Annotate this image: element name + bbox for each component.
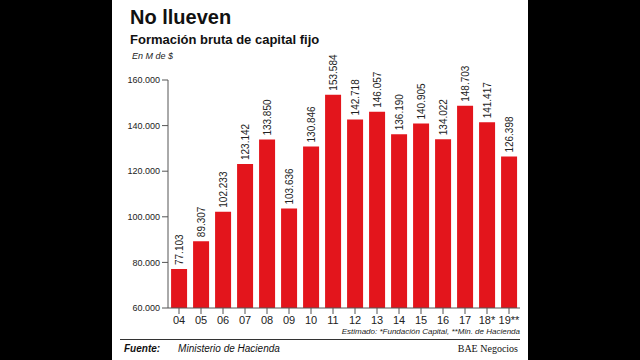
svg-text:14: 14 <box>393 314 405 326</box>
svg-text:153.584: 153.584 <box>328 54 339 91</box>
svg-text:140.000: 140.000 <box>127 121 160 131</box>
svg-text:07: 07 <box>239 314 251 326</box>
svg-text:141.417: 141.417 <box>482 82 493 119</box>
html-text:Formación bruta de capital fij: Formación bruta de capital fijo <box>130 32 320 47</box>
svg-text:142.718: 142.718 <box>350 79 361 116</box>
svg-text:148.703: 148.703 <box>460 65 471 102</box>
svg-text:102.233: 102.233 <box>218 171 229 208</box>
svg-text:13: 13 <box>371 314 383 326</box>
html-text:En M de $: En M de $ <box>132 51 173 61</box>
svg-text:126.398: 126.398 <box>504 116 515 153</box>
svg-text:77.103: 77.103 <box>174 234 185 265</box>
svg-text:140.905: 140.905 <box>416 83 427 120</box>
svg-text:134.022: 134.022 <box>438 99 449 136</box>
svg-text:133.850: 133.850 <box>262 99 273 136</box>
svg-text:80.000: 80.000 <box>132 258 160 268</box>
svg-text:120.000: 120.000 <box>127 166 160 176</box>
svg-text:08: 08 <box>261 314 273 326</box>
svg-text:15: 15 <box>415 314 427 326</box>
svg-text:60.000: 60.000 <box>132 303 160 313</box>
svg-text:16: 16 <box>437 314 449 326</box>
svg-text:12: 12 <box>349 314 361 326</box>
svg-text:160.000: 160.000 <box>127 75 160 85</box>
html-text:No llueven: No llueven <box>130 6 232 28</box>
svg-text:06: 06 <box>217 314 229 326</box>
svg-text:04: 04 <box>173 314 185 326</box>
svg-text:10: 10 <box>305 314 317 326</box>
svg-text:123.142: 123.142 <box>240 123 251 160</box>
svg-text:89.307: 89.307 <box>196 206 207 237</box>
svg-text:17: 17 <box>459 314 471 326</box>
html-text:BAE Negocios: BAE Negocios <box>457 343 518 354</box>
svg-text:05: 05 <box>195 314 207 326</box>
svg-text:136.190: 136.190 <box>394 94 405 131</box>
html-text:Estimado: *Fundación Capital,: Estimado: *Fundación Capital, **Min. de … <box>341 327 520 336</box>
html-text:Fuente:: Fuente: <box>124 343 161 354</box>
svg-text:11: 11 <box>327 314 338 326</box>
svg-text:09: 09 <box>283 314 295 326</box>
svg-text:100.000: 100.000 <box>127 212 160 222</box>
svg-text:130.846: 130.846 <box>306 106 317 143</box>
svg-text:103.636: 103.636 <box>284 168 295 205</box>
svg-text:146.057: 146.057 <box>372 71 383 108</box>
html-text:Ministerio de Hacienda: Ministerio de Hacienda <box>178 343 280 354</box>
svg-text:18*: 18* <box>479 314 496 326</box>
svg-text:19**: 19** <box>499 314 521 326</box>
